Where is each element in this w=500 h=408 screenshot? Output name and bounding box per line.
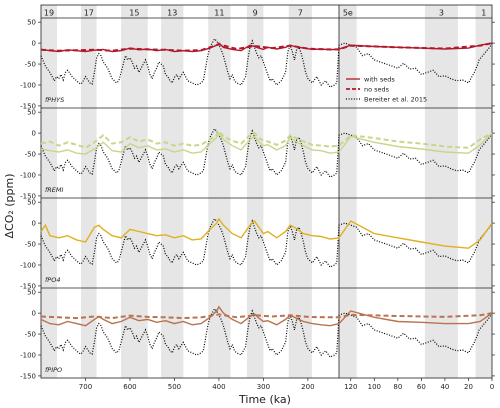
x-tick-label: 60 xyxy=(417,383,426,391)
y-tick-label: -50 xyxy=(25,241,36,249)
mis-band-19 xyxy=(41,5,58,378)
mis-label-1: 1 xyxy=(481,9,486,18)
x-tick-label: 100 xyxy=(368,383,381,391)
mis-band-17 xyxy=(81,5,97,378)
y-tick-label: 0 xyxy=(32,310,36,318)
series-layer xyxy=(40,37,493,358)
y-tick-label: 50 xyxy=(27,109,36,117)
y-tick-label: -150 xyxy=(20,282,36,290)
mis-label-15: 15 xyxy=(129,9,139,18)
series-fPIPO-no-seds xyxy=(40,312,493,320)
x-tick-label: 500 xyxy=(168,383,181,391)
mis-band-5e xyxy=(339,5,357,378)
y-tick-label: 50 xyxy=(27,289,36,297)
mis-label-17: 17 xyxy=(84,9,94,18)
series-bereiter-fPIPO xyxy=(40,307,493,358)
legend-label-no-seds: no seds xyxy=(364,86,390,94)
x-tick-label: 120 xyxy=(344,383,357,391)
mis-band-1 xyxy=(475,5,492,378)
y-tick-label: -150 xyxy=(20,192,36,200)
mis-band-7 xyxy=(288,5,312,378)
y-tick-label: 0 xyxy=(32,130,36,138)
x-tick-label: 400 xyxy=(212,383,225,391)
series-fREMI-no-seds xyxy=(40,129,493,149)
y-tick-label: 50 xyxy=(27,19,36,27)
y-tick-label: -100 xyxy=(20,351,36,359)
y-tick-label: -100 xyxy=(20,261,36,269)
mis-band-11 xyxy=(208,5,231,378)
y-tick-label: -100 xyxy=(20,81,36,89)
label-layer: 19 17 15 13 11 9 7 5e 3 1 fPHYS fREMI fPO4 fPIPO xyxy=(44,9,486,375)
x-tick-label: 80 xyxy=(393,383,402,391)
mis-label-5e: 5e xyxy=(343,9,353,18)
y-axis-label: ΔCO₂ (ppm) xyxy=(3,173,16,238)
y-tick-label: -100 xyxy=(20,171,36,179)
mis-label-9: 9 xyxy=(253,9,258,18)
mis-label-11: 11 xyxy=(214,9,224,18)
mis-label-3: 3 xyxy=(439,9,444,18)
x-tick-label: 20 xyxy=(464,383,473,391)
tick-layer: -150-100-50050-150-100-50050-150-100-500… xyxy=(20,19,495,391)
mis-band-15 xyxy=(121,5,148,378)
y-tick-label: -50 xyxy=(25,151,36,159)
mis-band-9 xyxy=(246,5,264,378)
x-tick-label: 0 xyxy=(490,383,494,391)
x-axis-label: Time (ka) xyxy=(238,393,291,406)
panel-label-fPIPO: fPIPO xyxy=(45,366,62,374)
legend-label-bereiter: Bereiter et al. 2015 xyxy=(364,96,427,104)
y-tick-label: -150 xyxy=(20,102,36,110)
y-tick-label: 50 xyxy=(27,199,36,207)
x-tick-label: 40 xyxy=(440,383,449,391)
legend: with seds no seds Bereiter et al. 2015 xyxy=(346,76,427,104)
y-tick-label: 0 xyxy=(32,40,36,48)
mis-label-7: 7 xyxy=(298,9,303,18)
mis-band-13 xyxy=(161,5,184,378)
x-tick-label: 600 xyxy=(123,383,136,391)
plot-frame xyxy=(40,4,493,379)
x-tick-label: 200 xyxy=(301,383,314,391)
series-bereiter-fPO4 xyxy=(40,217,493,268)
mis-band-3 xyxy=(424,5,458,378)
series-fREMI-with-seds xyxy=(40,132,493,155)
series-fPHYS-no-seds xyxy=(40,42,493,52)
legend-label-with-seds: with seds xyxy=(364,76,395,84)
series-bereiter-fREMI xyxy=(40,127,493,178)
x-tick-label: 300 xyxy=(257,383,270,391)
y-tick-label: -150 xyxy=(20,372,36,380)
y-tick-label: 0 xyxy=(32,220,36,228)
y-tick-label: -50 xyxy=(25,61,36,69)
y-tick-label: -50 xyxy=(25,331,36,339)
mis-label-19: 19 xyxy=(44,9,54,18)
series-bereiter-fPHYS xyxy=(40,37,493,88)
x-tick-label: 700 xyxy=(79,383,92,391)
panel-frames xyxy=(40,4,493,379)
panel-label-fPO4: fPO4 xyxy=(45,276,60,284)
series-fPO4-with-seds xyxy=(40,217,493,249)
mis-label-13: 13 xyxy=(167,9,177,18)
panel-label-fREMI: fREMI xyxy=(45,186,64,194)
panel-label-fPHYS: fPHYS xyxy=(45,96,64,104)
